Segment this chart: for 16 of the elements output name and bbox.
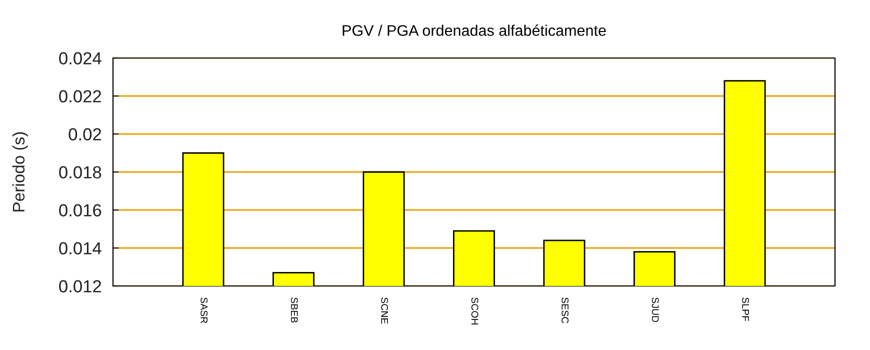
x-tick-label: SCOH [471, 298, 478, 324]
y-tick-label: 0.012 [59, 280, 102, 292]
x-tick-label: SBEB [290, 298, 298, 323]
y-tick-label: 0.018 [59, 166, 102, 178]
x-tick-label: SJUD [652, 298, 659, 322]
y-tick-label: 0.02 [68, 128, 102, 140]
x-tick-label: SLPF [742, 298, 750, 322]
chart-title: PGV / PGA ordenadas alfabéticamente [342, 24, 606, 36]
y-tick-label: 0.024 [59, 52, 102, 64]
y-tick-label: 0.014 [59, 242, 102, 254]
x-tick-label: SESC [562, 298, 569, 324]
y-tick-label: 0.022 [59, 90, 102, 102]
y-tick-label: 0.016 [59, 204, 102, 216]
x-tick-label: SASR [200, 298, 208, 324]
x-tick-label: SCNE [381, 298, 388, 324]
y-axis-title: Periodo (s) [12, 132, 28, 212]
